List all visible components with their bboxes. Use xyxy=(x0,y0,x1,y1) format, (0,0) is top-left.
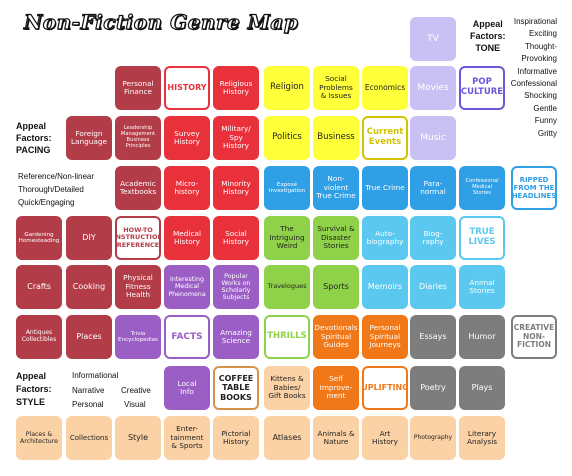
tile-entertainment-sports: Enter- tainment & Sports xyxy=(164,416,210,460)
pacing-item: Reference/Non-linear xyxy=(18,172,95,181)
tile-style: Style xyxy=(115,416,161,460)
tile-animals-nature: Animals & Nature xyxy=(313,416,359,460)
tile-places-architecture: Places & Architecture xyxy=(16,416,62,460)
tile-movies: Movies xyxy=(410,66,456,110)
tile-tv: TV xyxy=(410,17,456,61)
tile-micro-history: Micro- history xyxy=(164,166,210,210)
pacing-item: Quick/Engaging xyxy=(18,198,75,207)
tile-thrills: THRILLS xyxy=(264,315,310,359)
style-label: Appeal Factors: STYLE xyxy=(16,371,52,407)
style-item-creative: Creative xyxy=(121,386,151,395)
style-item-visual: Visual xyxy=(124,400,146,409)
tile-atlases: Atlases xyxy=(264,416,310,460)
tile-places: Places xyxy=(66,315,112,359)
pacing-item: Thorough/Detailed xyxy=(18,185,84,194)
tile-gardening: Gardening Homesteading xyxy=(16,216,62,260)
tile-local-info: Local Info xyxy=(164,366,210,410)
tile-photography: Photography xyxy=(410,416,456,460)
tile-diaries: Diaries xyxy=(410,265,456,309)
tile-creative-nonfiction: CREATIVE NON- FICTION xyxy=(511,315,557,359)
tile-self-improvement: Self Improve- ment xyxy=(313,366,359,410)
pacing-list: Reference/Non-linear Thorough/Detailed Qui… xyxy=(18,170,94,209)
tile-true-crime: True Crime xyxy=(362,166,408,210)
tile-biography: Biog- raphy xyxy=(410,216,456,260)
tile-cooking: Cooking xyxy=(66,265,112,309)
tile-popular-scholarly: Popular Works on Scholarly Subjects xyxy=(213,265,259,309)
tile-personal-finance: Personal Finance xyxy=(115,66,161,110)
tile-current-events: Current Events xyxy=(362,116,408,160)
pacing-label: Appeal Factors: PACING xyxy=(16,121,52,155)
tile-music: Music xyxy=(410,116,456,160)
tile-facts: FACTS xyxy=(164,315,210,359)
tile-ripped-headlines: RIPPED FROM THE HEADLINES xyxy=(511,166,557,210)
tone-label: Appeal Factors: TONE xyxy=(470,19,506,53)
tone-item: Shocking xyxy=(524,91,557,101)
tile-physical-fitness: Physical Fitness Health xyxy=(115,265,161,309)
tone-item: Confessional xyxy=(510,79,557,89)
style-item-informational: Informational xyxy=(72,371,119,380)
tile-economics: Economics xyxy=(362,66,408,110)
tile-uplifting: UPLIFTING xyxy=(362,366,408,410)
tile-coffee-table: COFFEE TABLE BOOKS xyxy=(213,366,259,410)
tone-item: Gritty xyxy=(537,128,557,138)
tone-item: Funny xyxy=(534,116,557,126)
tone-item: Gentle xyxy=(533,103,557,113)
tile-how-to: HOW-TO INSTRUCTION REFERENCE xyxy=(115,216,161,260)
tile-essays: Essays xyxy=(410,315,456,359)
tile-academic-textbooks: Academic Textbooks xyxy=(115,166,161,210)
tone-list: Inspirational Exciting Thought- Provoking I… xyxy=(505,16,557,140)
tone-item: Thought- Provoking xyxy=(521,41,557,64)
tile-pictorial-history: Pictorial History xyxy=(213,416,259,460)
tile-politics: Politics xyxy=(264,116,310,160)
tile-paranormal: Para- normal xyxy=(410,166,456,210)
tile-autobiography: Auto- biography xyxy=(362,216,408,260)
tile-personal-spiritual: Personal Spiritual Journeys xyxy=(362,315,408,359)
tile-confessional-medical: Confessional Medical Stories xyxy=(459,166,505,210)
tile-business: Business xyxy=(313,116,359,160)
tile-religious-history: Religious History xyxy=(213,66,259,110)
tile-art-history: Art History xyxy=(362,416,408,460)
tile-religion: Religion xyxy=(264,66,310,110)
style-item-personal: Personal xyxy=(72,400,104,409)
tile-military-history: Military/ Spy History xyxy=(213,116,259,160)
tile-humor: Humor xyxy=(459,315,505,359)
tile-sports: Sports xyxy=(313,265,359,309)
tone-item: Exciting xyxy=(528,29,557,39)
tile-survival-disaster: Survival & Disaster Stories xyxy=(313,216,359,260)
tone-item: Informative xyxy=(517,66,557,76)
tile-travelogues: Travelogues xyxy=(264,265,310,309)
tile-animal-stories: Animal Stories xyxy=(459,265,505,309)
tile-foreign-language: Foreign Language xyxy=(66,116,112,160)
tile-history: HISTORY xyxy=(164,66,210,110)
tile-antiques: Antiques Collectibles xyxy=(16,315,62,359)
tile-diy: DIY xyxy=(66,216,112,260)
tile-collections: Collections xyxy=(66,416,112,460)
tile-devotionals: Devotionals Spiritual Guides xyxy=(313,315,359,359)
tile-poetry: Poetry xyxy=(410,366,456,410)
tile-pop-culture: POP CULTURE xyxy=(459,66,505,110)
tile-medical-history: Medical History xyxy=(164,216,210,260)
tile-trivia: Trivia Encyclopedias xyxy=(115,315,161,359)
tile-expose: Exposé Investigation xyxy=(264,166,310,210)
map-title: Non-Fiction Genre Map xyxy=(23,9,299,34)
tile-survey-history: Survey History xyxy=(164,116,210,160)
tile-interesting-medical: Interesting Medical Phenomena xyxy=(164,265,210,309)
tile-amazing-science: Amazing Science xyxy=(213,315,259,359)
tile-kittens-babies: Kittens & Babies/ Gift Books xyxy=(264,366,310,410)
tile-literary-analysis: Literary Analysis xyxy=(459,416,505,460)
tile-minority-history: Minority History xyxy=(213,166,259,210)
tone-item: Inspirational xyxy=(513,17,557,26)
tile-plays: Plays xyxy=(459,366,505,410)
style-item-narrative: Narrative xyxy=(72,386,105,395)
tile-social-problems: Social Problems & Issues xyxy=(313,66,359,110)
tile-non-violent-true-crime: Non- violent True Crime xyxy=(313,166,359,210)
tile-true-lives: TRUE LIVES xyxy=(459,216,505,260)
tile-memoirs: Memoirs xyxy=(362,265,408,309)
tile-crafts: Crafts xyxy=(16,265,62,309)
tile-leadership: Leadership Management Business Principle… xyxy=(115,116,161,160)
tile-intriguing-weird: The Intriguing Weird xyxy=(264,216,310,260)
tile-social-history: Social History xyxy=(213,216,259,260)
